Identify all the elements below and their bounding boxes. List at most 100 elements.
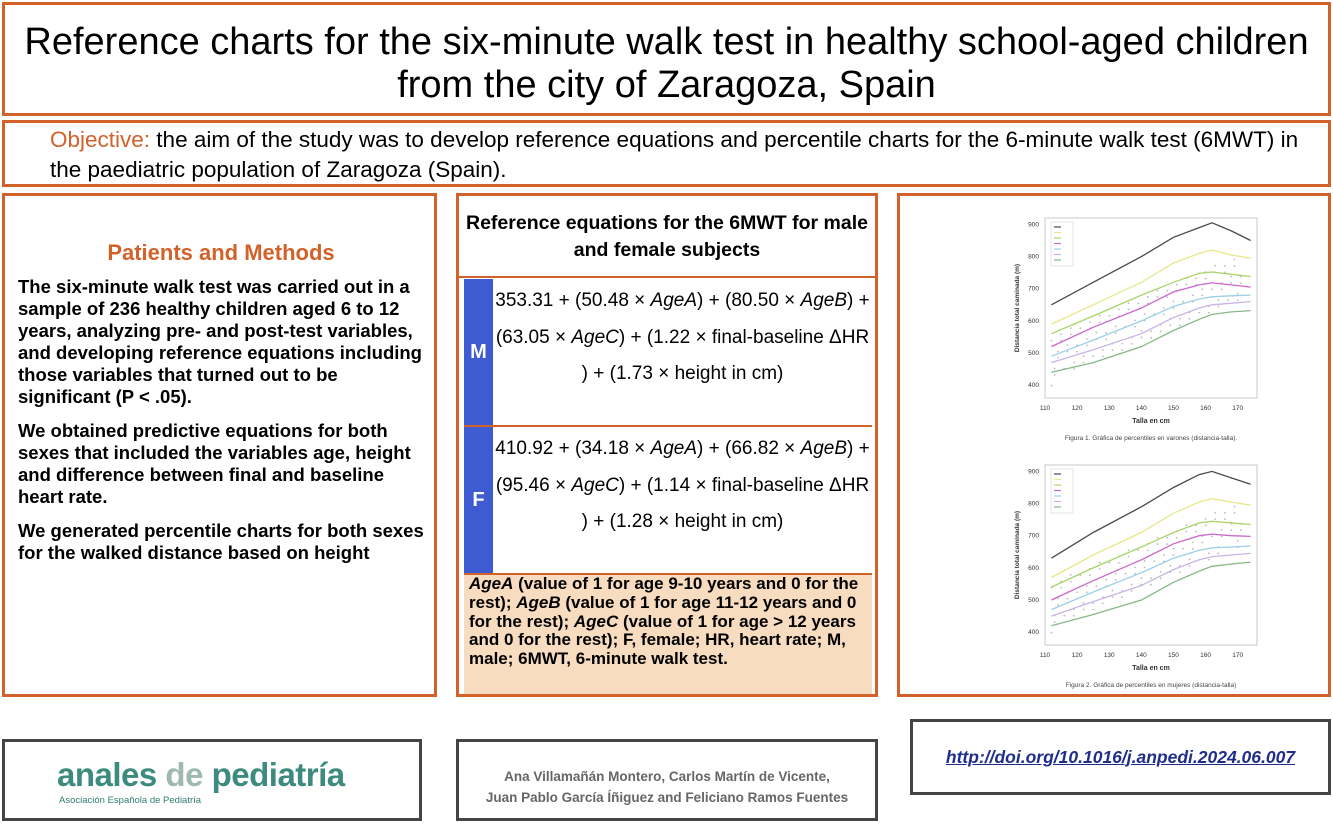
scatter-point <box>1156 296 1159 298</box>
x-tick-label: 110 <box>1040 405 1051 412</box>
scatter-point <box>1114 332 1117 334</box>
scatter-point <box>1095 585 1098 588</box>
scatter-point <box>1073 361 1075 364</box>
authors-line-1: Ana Villamañán Montero, Carlos Martín de… <box>504 769 830 784</box>
scatter-point <box>1143 313 1146 315</box>
objective-box: Objective: the aim of the study was to d… <box>2 120 1331 187</box>
scatter-point <box>1063 614 1066 617</box>
scatter-point <box>1223 264 1226 267</box>
figure-caption: Figura 1. Gráfica de percentiles en varo… <box>1065 435 1238 442</box>
scatter-point <box>1201 541 1204 544</box>
scatter-point <box>1150 336 1152 339</box>
scatter-point <box>1079 574 1082 577</box>
scatter-point <box>1140 577 1143 580</box>
sex-label-female: F <box>464 427 493 573</box>
charts-box: 110 120 130 140 150 160 170 400 500 600 700 800 900 T… <box>897 193 1331 697</box>
scatter-point <box>1230 529 1233 531</box>
scatter-point <box>1050 339 1053 342</box>
y-tick-label: 800 <box>1028 501 1039 508</box>
scatter-point <box>1124 572 1127 575</box>
scatter-point <box>1111 349 1114 351</box>
scatter-point <box>1066 597 1069 600</box>
doi-link[interactable]: http://doi.org/10.1016/j.anpedi.2024.06.… <box>945 746 1296 767</box>
scatter-point <box>1172 554 1175 556</box>
scatter-point <box>1207 558 1210 561</box>
scatter-point <box>1098 568 1101 570</box>
scatter-point <box>1130 342 1133 345</box>
scatter-point <box>1159 330 1162 333</box>
scatter-point <box>1060 333 1062 336</box>
y-tick-label: 700 <box>1028 533 1039 540</box>
scatter-point <box>1156 289 1159 292</box>
scatter-point <box>1127 555 1130 558</box>
scatter-point <box>1166 543 1168 546</box>
x-tick-label: 120 <box>1072 405 1083 412</box>
scatter-point <box>1053 621 1056 623</box>
scatter-point <box>1079 327 1082 330</box>
scatter-point <box>1188 558 1191 561</box>
scatter-point <box>1223 271 1226 274</box>
equations-heading: Reference equations for the 6MWT for mal… <box>459 196 875 278</box>
scatter-point <box>1236 292 1239 295</box>
objective-label: Objective: <box>50 127 151 152</box>
percentile-line <box>1051 282 1251 348</box>
scatter-point <box>1153 560 1156 563</box>
scatter-point <box>1175 283 1178 286</box>
scatter-point <box>1146 302 1149 305</box>
scatter-point <box>1223 518 1226 521</box>
x-tick-label: 120 <box>1072 652 1083 659</box>
scatter-point <box>1137 549 1140 552</box>
scatter-point <box>1230 275 1233 278</box>
scatter-point <box>1230 282 1233 284</box>
scatter-point <box>1233 512 1236 514</box>
equation-row-female: F 410.92 + (34.18 × AgeA) + (66.82 × Age… <box>464 427 872 575</box>
scatter-point <box>1150 577 1152 580</box>
x-tick-label: 140 <box>1136 652 1147 659</box>
percentile-line <box>1051 249 1251 325</box>
scatter-point <box>1111 596 1114 598</box>
methods-box: Patients and Methods The six-minute walk… <box>2 193 437 697</box>
x-tick-label: 130 <box>1104 652 1115 659</box>
scatter-point <box>1105 338 1107 341</box>
scatter-point <box>1195 530 1197 533</box>
scatter-point <box>1201 288 1204 290</box>
scatter-point <box>1050 384 1053 387</box>
scatter-point <box>1108 314 1111 317</box>
scatter-point <box>1172 307 1175 309</box>
scatter-point <box>1066 350 1069 353</box>
scatter-point <box>1217 305 1220 308</box>
y-tick-label: 400 <box>1028 382 1039 389</box>
x-tick-label: 150 <box>1168 405 1179 412</box>
equation-female: 410.92 + (34.18 × AgeA) + (66.82 × AgeB)… <box>495 438 870 532</box>
y-tick-label: 600 <box>1028 318 1039 325</box>
scatter-point <box>1191 294 1194 297</box>
scatter-point <box>1150 583 1152 586</box>
scatter-point <box>1236 539 1239 542</box>
percentile-line <box>1051 545 1251 611</box>
percentile-line <box>1051 222 1251 306</box>
scatter-point <box>1053 374 1056 376</box>
scatter-point <box>1105 331 1107 334</box>
logo-wordmark: anales de pediatría <box>57 756 345 794</box>
scatter-point <box>1166 536 1168 539</box>
percentile-chart-male: 110 120 130 140 150 160 170 400 500 600 700 800 900 T… <box>1014 217 1258 442</box>
scatter-point <box>1101 596 1104 598</box>
scatter-point <box>1140 330 1143 333</box>
scatter-point <box>1105 578 1107 581</box>
scatter-point <box>1214 264 1217 267</box>
y-tick-label: 500 <box>1028 597 1039 604</box>
scatter-point <box>1214 511 1217 514</box>
scatter-point <box>1053 367 1056 370</box>
y-tick-label: 500 <box>1028 350 1039 357</box>
scatter-point <box>1098 314 1101 317</box>
scatter-point <box>1201 294 1204 297</box>
methods-paragraph-3: We generated percentile charts for both … <box>18 520 424 563</box>
scatter-point <box>1207 552 1210 555</box>
scatter-point <box>1217 299 1220 301</box>
scatter-point <box>1121 349 1123 352</box>
sex-label-male: M <box>464 279 493 425</box>
methods-paragraph-1: The six-minute walk test was carried out… <box>18 276 422 407</box>
x-tick-label: 150 <box>1168 652 1179 659</box>
scatter-point <box>1191 547 1194 550</box>
scatter-point <box>1233 505 1236 508</box>
